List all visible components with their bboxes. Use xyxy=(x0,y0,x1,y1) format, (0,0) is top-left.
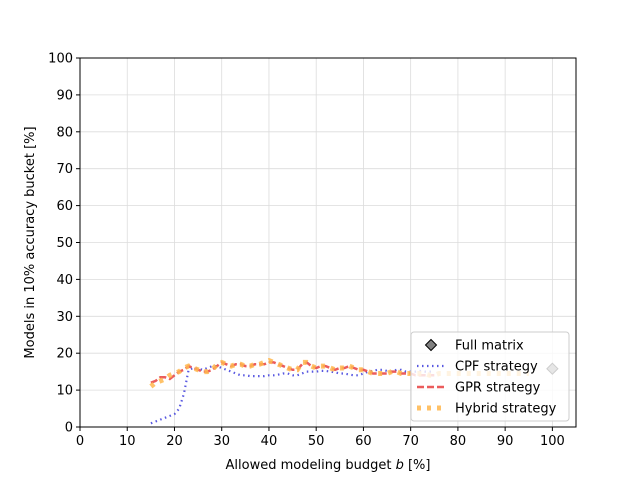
x-tick-label: 30 xyxy=(213,434,230,449)
x-axis-label-prefix: Allowed modeling budget xyxy=(226,458,396,473)
y-tick-label: 20 xyxy=(56,347,73,362)
y-tick-label: 0 xyxy=(65,421,73,436)
x-axis-label-var: b xyxy=(396,458,404,473)
cpf-strategy-line xyxy=(150,365,435,425)
y-tick-label: 40 xyxy=(56,273,73,288)
y-axis-label: Models in 10% accuracy bucket [%] xyxy=(23,126,38,358)
y-tick-label: 30 xyxy=(56,310,73,325)
y-tick-label: 80 xyxy=(56,125,73,140)
x-tick-label: 20 xyxy=(166,434,183,449)
y-tick-label: 90 xyxy=(56,88,73,103)
x-tick-label: 10 xyxy=(119,434,136,449)
x-tick-label: 70 xyxy=(402,434,419,449)
x-tick-label: 0 xyxy=(76,434,84,449)
y-tick-label: 70 xyxy=(56,162,73,177)
y-tick-label: 50 xyxy=(56,236,73,251)
legend-cpf-strategy-label: CPF strategy xyxy=(455,360,538,375)
x-axis-label-suffix: [%] xyxy=(404,458,431,473)
legend: Full matrix CPF strategy GPR strategy Hybri… xyxy=(410,331,570,422)
x-axis-label: Allowed modeling budget b [%] xyxy=(226,458,431,473)
hybrid-strategy-line xyxy=(149,357,529,389)
x-tick-label: 100 xyxy=(540,434,565,449)
x-tick-label: 90 xyxy=(497,434,514,449)
y-tick-label: 100 xyxy=(48,52,73,67)
legend-full-matrix-label: Full matrix xyxy=(455,339,524,354)
legend-full-matrix-marker xyxy=(424,338,438,352)
y-tick-label: 60 xyxy=(56,199,73,214)
x-tick-label: 60 xyxy=(355,434,372,449)
x-tick-label: 80 xyxy=(450,434,467,449)
legend-gpr-strategy-label: GPR strategy xyxy=(455,381,541,396)
legend-hybrid-strategy-label: Hybrid strategy xyxy=(455,402,557,417)
x-tick-label: 40 xyxy=(261,434,278,449)
y-tick-label: 10 xyxy=(56,384,73,399)
ticks: 0 10 20 30 40 50 60 70 80 90 100 0 10 20 30 40 50 60 70 80 9… xyxy=(48,52,565,450)
x-tick-label: 50 xyxy=(308,434,325,449)
legend-box xyxy=(410,331,570,422)
